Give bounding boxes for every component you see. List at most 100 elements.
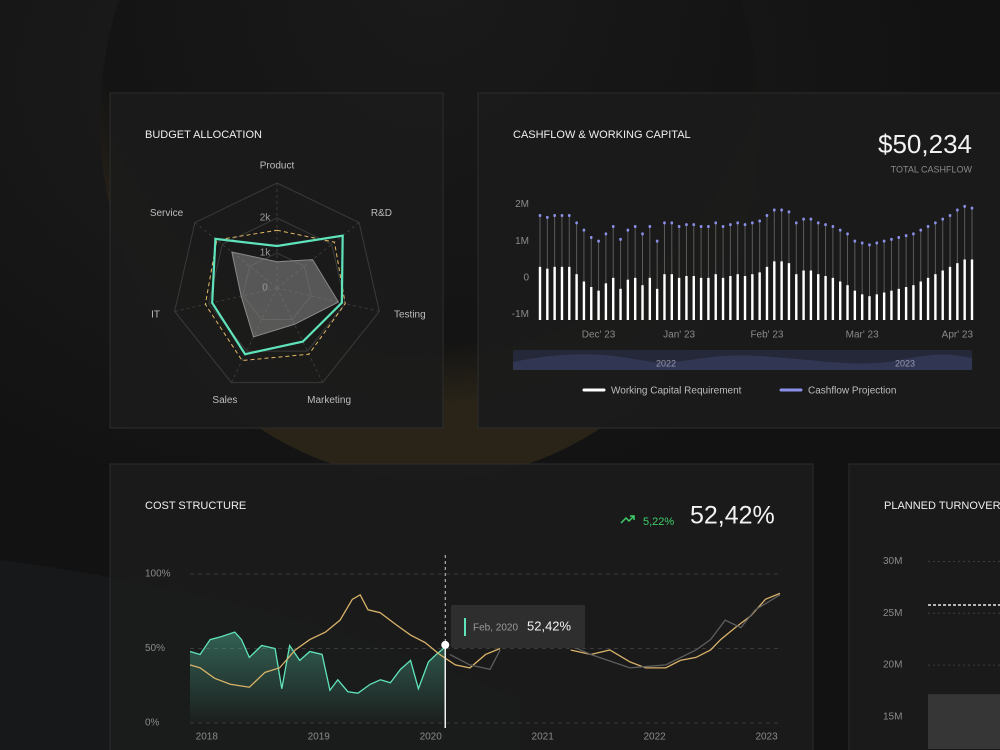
projection-dot <box>560 214 564 217</box>
projection-dot <box>670 221 674 225</box>
tooltip <box>451 605 585 648</box>
bar <box>655 288 659 320</box>
x-tick-label: Jan' 23 <box>663 330 695 341</box>
projection-dot <box>970 206 974 210</box>
projection-dot <box>553 214 556 217</box>
y-tick-label: 0 <box>523 272 529 283</box>
bar <box>560 266 564 320</box>
bar <box>890 290 893 320</box>
x-tick-label: 2023 <box>755 732 778 743</box>
current-value: 52,42% <box>690 502 775 530</box>
projection-dot <box>912 232 915 236</box>
bar <box>575 274 578 320</box>
projection-dot <box>824 223 827 227</box>
bar <box>736 274 739 320</box>
bar <box>956 263 959 320</box>
bar <box>721 277 725 320</box>
bar <box>809 270 813 320</box>
bar <box>912 285 915 320</box>
bar <box>941 270 944 320</box>
projection-dot <box>597 239 600 243</box>
projection-dot <box>589 236 593 239</box>
radar-axis-label: IT <box>151 309 160 320</box>
projection-dot <box>626 228 630 232</box>
projection-dot <box>860 241 864 245</box>
bar <box>926 277 930 320</box>
bar <box>633 277 637 320</box>
y-tick-label: 2M <box>515 199 529 210</box>
projection-dot <box>765 214 769 217</box>
x-tick-label: Mar' 23 <box>846 330 879 341</box>
projection-dot <box>567 214 571 217</box>
line <box>189 631 446 694</box>
projection-dot <box>773 208 776 212</box>
y-tick-label: 50% <box>145 643 165 654</box>
projection-dot <box>846 232 849 236</box>
bar <box>846 285 849 320</box>
bar <box>934 274 937 320</box>
projection-dot <box>729 223 732 227</box>
projection-dot <box>743 223 747 227</box>
y-tick-label: 100% <box>145 569 171 580</box>
projection-dot <box>655 239 659 243</box>
projection-dot <box>714 221 718 225</box>
projection-dot <box>685 223 688 227</box>
x-tick-label: 2020 <box>420 732 443 743</box>
bar <box>568 266 571 320</box>
radar-axis-label: Testing <box>394 309 426 320</box>
bar <box>948 266 952 320</box>
projection-dot <box>538 214 542 217</box>
projection-dot <box>882 239 886 243</box>
y-tick-label: 15M <box>883 712 902 723</box>
bar <box>648 277 652 320</box>
bar <box>663 274 666 320</box>
trend-icon <box>620 515 635 524</box>
panel-title: PLANNED TURNOVER <box>884 500 1000 512</box>
projection-dot <box>816 221 820 225</box>
projection-dot <box>780 208 783 212</box>
area <box>190 632 446 723</box>
legend-label: Working Capital Requirement <box>611 386 742 397</box>
radar-series <box>231 251 340 338</box>
y-tick-label: 1M <box>515 236 529 247</box>
bar <box>714 274 717 320</box>
bar <box>597 290 600 320</box>
bar <box>707 277 710 320</box>
radar-axis-label: Product <box>260 161 295 172</box>
projection-dot <box>699 225 703 228</box>
bar <box>692 276 695 320</box>
tooltip-accent <box>464 618 466 636</box>
projection-dot <box>948 214 952 217</box>
projection-dot <box>868 243 871 247</box>
legend-label: Cashflow Projection <box>808 386 896 397</box>
projection-dot <box>721 225 725 228</box>
projection-dot <box>926 225 930 228</box>
line <box>449 594 781 671</box>
change-value: 5,22% <box>643 516 674 528</box>
bar <box>619 288 622 320</box>
x-tick-label: 2018 <box>196 732 219 743</box>
bar <box>860 294 864 320</box>
radar-ring <box>174 182 380 384</box>
projection-dot <box>904 234 908 238</box>
y-tick-label: 20M <box>883 660 902 671</box>
bar <box>685 276 688 320</box>
x-tick-label: Dec' 23 <box>582 330 616 341</box>
bar <box>868 296 871 320</box>
x-tick-label: Feb' 23 <box>750 330 783 341</box>
bar <box>904 287 908 320</box>
bar <box>553 266 556 320</box>
bar <box>773 261 776 320</box>
projection-dot <box>546 215 549 219</box>
bar <box>875 294 879 320</box>
projection-dot <box>758 219 761 223</box>
panel-title: BUDGET ALLOCATION <box>145 129 262 141</box>
tooltip-dot <box>441 640 450 649</box>
bar <box>919 281 922 320</box>
projection-dot <box>751 221 754 225</box>
radar-ring <box>208 217 346 352</box>
radar-tick-label: 0 <box>262 283 268 294</box>
total-value: $50,234 <box>878 129 972 159</box>
bar <box>839 281 842 320</box>
